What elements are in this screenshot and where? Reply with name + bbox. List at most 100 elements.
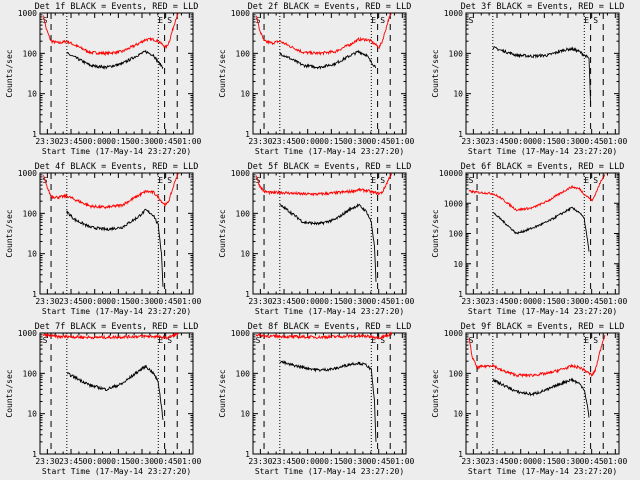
x-tick-label: 01:00 — [177, 137, 201, 146]
marker-e-label: E — [158, 176, 163, 185]
x-tick-label: 00:30 — [556, 297, 580, 306]
marker-e-label: E — [371, 336, 376, 345]
events-series-line — [279, 203, 377, 282]
x-tick-label: 00:15 — [319, 457, 343, 466]
events-series-line — [66, 49, 164, 71]
y-axis-label: Counts/sec — [218, 49, 227, 97]
y-axis-label: Counts/sec — [5, 209, 14, 257]
y-tick-label: 1000 — [444, 199, 463, 208]
chart-panel-2: Det 2f BLACK = Events, RED = LLD 1 10 100 10… — [218, 2, 415, 156]
marker-e-label: E — [584, 336, 589, 345]
x-tick-label: 00:00 — [83, 297, 107, 306]
x-axis-label: Start Time (17-May-14 23:27:20) — [42, 147, 191, 156]
x-tick-label: 00:30 — [130, 457, 154, 466]
y-axis-label: Counts/sec — [431, 369, 440, 417]
plot-frame — [39, 12, 194, 135]
x-tick-label: 00:15 — [532, 297, 556, 306]
marker-s-label: S — [43, 16, 48, 25]
marker-s-label: S — [380, 336, 385, 345]
x-tick-label: 00:15 — [319, 297, 343, 306]
chart-panel-1: Det 1f BLACK = Events, RED = LLD 1 10 100 10… — [5, 2, 202, 156]
y-tick-label: 1 — [32, 290, 37, 299]
y-tick-label: 1 — [245, 450, 250, 459]
chart-title: Det 8f BLACK = Events, RED = LLD — [248, 322, 412, 332]
x-tick-label: 23:30 — [35, 137, 59, 146]
marker-e-label: E — [371, 16, 376, 25]
x-tick-label: 23:30 — [35, 457, 59, 466]
chart-title: Det 3f BLACK = Events, RED = LLD — [461, 2, 625, 12]
chart-title: Det 9f BLACK = Events, RED = LLD — [461, 322, 625, 332]
x-tick-label: 23:45 — [272, 137, 296, 146]
x-tick-label: 00:00 — [296, 457, 320, 466]
events-series-line — [66, 208, 164, 287]
x-tick-label: 00:45 — [154, 457, 178, 466]
x-tick-label: 00:30 — [556, 457, 580, 466]
x-tick-label: 00:15 — [106, 137, 130, 146]
y-axis-label: Counts/sec — [431, 49, 440, 97]
x-tick-label: 00:45 — [580, 297, 604, 306]
y-tick-label: 1000 — [18, 169, 37, 178]
plot-frame — [39, 332, 194, 455]
marker-s-label: S — [469, 336, 474, 345]
lld-series-line — [468, 174, 606, 212]
x-tick-label: 00:45 — [367, 457, 391, 466]
y-tick-label: 1 — [458, 450, 463, 459]
lld-series-line — [42, 332, 180, 340]
x-tick-label: 00:00 — [509, 297, 533, 306]
y-tick-label: 10 — [240, 250, 250, 259]
y-tick-label: 10 — [453, 90, 463, 99]
x-tick-label: 23:45 — [485, 137, 509, 146]
x-tick-label: 23:30 — [35, 297, 59, 306]
y-tick-label: 100 — [449, 230, 464, 239]
lld-series-line — [468, 334, 606, 379]
events-series-line — [279, 49, 377, 70]
x-tick-label: 23:45 — [59, 137, 83, 146]
y-axis-label: Counts/sec — [431, 209, 440, 257]
x-tick-label: 00:45 — [367, 137, 391, 146]
chart-title: Det 2f BLACK = Events, RED = LLD — [248, 2, 412, 12]
y-tick-label: 10 — [27, 90, 37, 99]
y-tick-label: 100 — [236, 209, 251, 218]
marker-e-label: E — [371, 176, 376, 185]
chart-panel-8: Det 8f BLACK = Events, RED = LLD 1 10 100 10… — [218, 322, 415, 476]
events-series-line — [279, 360, 377, 442]
x-tick-label: 00:00 — [296, 137, 320, 146]
lld-series-line — [255, 172, 393, 197]
y-tick-label: 100 — [23, 209, 38, 218]
chart-panel-7: Det 7f BLACK = Events, RED = LLD 1 10 100 10… — [5, 322, 202, 476]
x-tick-label: 23:45 — [272, 457, 296, 466]
marker-s-label: S — [593, 16, 598, 25]
x-tick-label: 00:15 — [532, 137, 556, 146]
x-tick-label: 01:00 — [603, 457, 627, 466]
events-series-line — [66, 364, 164, 420]
marker-s-label: S — [593, 336, 598, 345]
lld-series-line — [255, 331, 393, 340]
marker-e-label: E — [158, 336, 163, 345]
x-tick-label: 01:00 — [177, 297, 201, 306]
x-tick-label: 00:45 — [580, 137, 604, 146]
y-axis-label: Counts/sec — [5, 49, 14, 97]
x-tick-label: 23:30 — [248, 457, 272, 466]
x-tick-label: 00:15 — [319, 137, 343, 146]
marker-e-label: E — [584, 176, 589, 185]
marker-s-label: S — [167, 336, 172, 345]
marker-e-label: E — [158, 16, 163, 25]
x-tick-label: 00:45 — [154, 297, 178, 306]
y-axis-label: Counts/sec — [218, 209, 227, 257]
y-axis-label: Counts/sec — [218, 369, 227, 417]
y-tick-label: 100 — [449, 369, 464, 378]
x-tick-label: 00:00 — [296, 297, 320, 306]
y-tick-label: 1 — [32, 450, 37, 459]
chart-title: Det 5f BLACK = Events, RED = LLD — [248, 162, 412, 172]
y-tick-label: 1000 — [231, 329, 250, 338]
y-tick-label: 1 — [245, 290, 250, 299]
x-tick-label: 01:00 — [177, 457, 201, 466]
events-series-line — [492, 206, 590, 252]
x-tick-label: 23:45 — [59, 457, 83, 466]
x-axis-label: Start Time (17-May-14 23:27:20) — [468, 147, 617, 156]
lld-series-line — [42, 12, 180, 57]
x-axis-label: Start Time (17-May-14 23:27:20) — [468, 307, 617, 316]
y-tick-label: 10 — [453, 260, 463, 269]
y-axis-label: Counts/sec — [5, 369, 14, 417]
marker-s-label: S — [167, 176, 172, 185]
